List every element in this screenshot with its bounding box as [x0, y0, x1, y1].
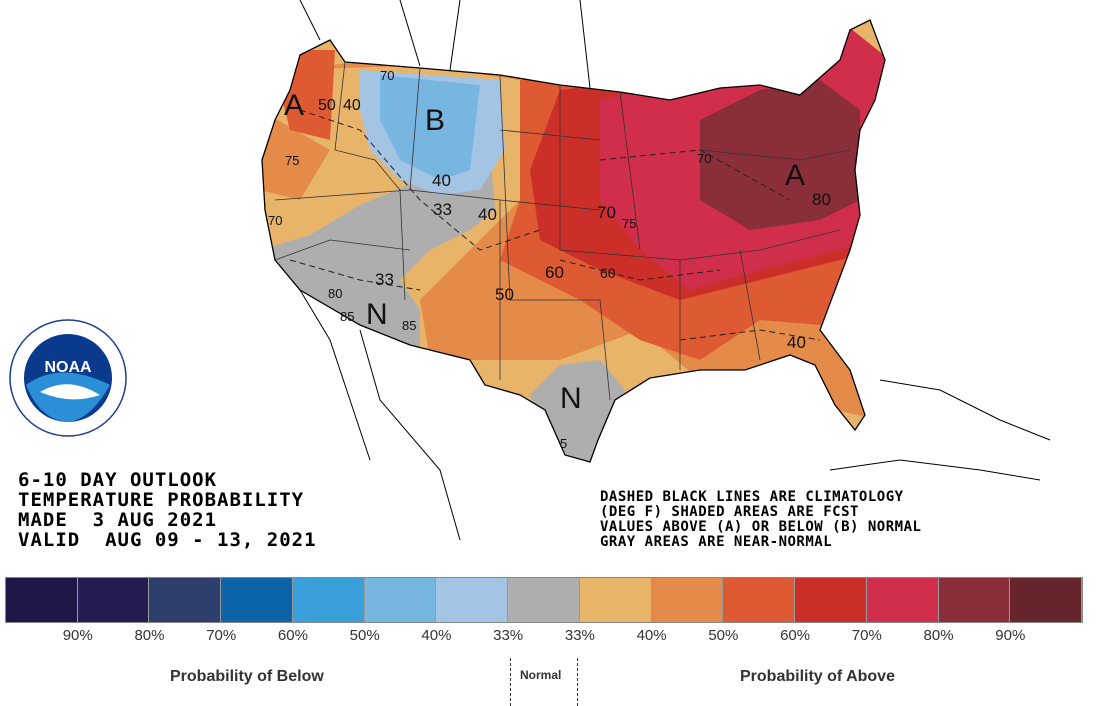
legend-tick: 40%	[636, 627, 667, 644]
below-label: Probability of Below	[170, 668, 324, 685]
zone-above-90	[700, 80, 860, 230]
climatology-label: 80	[328, 286, 342, 301]
below-marker: B	[425, 104, 445, 137]
climatology-lines	[289, 109, 821, 341]
legend-swatch	[1010, 578, 1083, 622]
legend-swatch	[508, 578, 580, 622]
climatology-label: 85	[340, 309, 354, 324]
legend-swatch	[6, 578, 78, 622]
climatology-label: 85	[402, 318, 416, 333]
outlook-title: 6-10 DAY OUTLOOK TEMPERATURE PROBABILITY M…	[18, 470, 317, 550]
outlook-map: A B A N N 50 40 40 33 40 33 60 50 70 60 …	[9, 0, 1051, 541]
contour-label: 50	[495, 285, 514, 304]
normal-label: Normal	[520, 668, 562, 682]
svg-text:NOAA: NOAA	[44, 359, 92, 376]
note-line: GRAY AREAS ARE NEAR-NORMAL	[600, 534, 833, 550]
legend-swatch	[579, 578, 652, 622]
title-line: 6-10 DAY OUTLOOK	[18, 469, 218, 491]
legend-tick: 90%	[62, 627, 93, 644]
contour-label: 50	[318, 97, 336, 114]
contour-label: 40	[432, 171, 451, 190]
contour-label: 33	[433, 200, 452, 219]
legend-tick: 60%	[780, 627, 811, 644]
legend-swatch	[77, 578, 150, 622]
made-date: MADE 3 AUG 2021	[18, 509, 218, 531]
note-line: DASHED BLACK LINES ARE CLIMATOLOGY	[600, 489, 904, 505]
climatology-label: 70	[697, 151, 711, 166]
noaa-logo: NOAA	[9, 319, 127, 437]
note-line: (DEG F) SHADED AREAS ARE FCST	[600, 504, 859, 520]
legend-swatch	[651, 578, 724, 622]
probability-legend	[5, 577, 1083, 623]
legend-tick: 60%	[277, 627, 308, 644]
title-line: TEMPERATURE PROBABILITY	[18, 489, 305, 511]
legend-swatch	[292, 578, 365, 622]
legend-tick: 80%	[923, 627, 954, 644]
legend-tick: 33%	[493, 627, 524, 644]
above-marker: A	[785, 159, 805, 192]
other-borders	[299, 0, 1051, 541]
legend-swatch	[221, 578, 293, 622]
near-normal-marker: N	[366, 298, 388, 331]
normal-divider	[510, 658, 511, 706]
contour-label: 40	[787, 333, 806, 352]
legend-tick: 33%	[564, 627, 595, 644]
legend-swatch	[723, 578, 796, 622]
contour-label: 80	[812, 190, 831, 209]
climatology-label: 70	[268, 213, 282, 228]
contour-label: 33	[375, 270, 394, 289]
contour-label: 60	[600, 265, 616, 281]
climatology-label: 70	[380, 68, 394, 83]
legend-swatch	[795, 578, 867, 622]
us-outline	[261, 19, 886, 463]
climatology-label: 5	[560, 436, 567, 451]
normal-divider	[577, 658, 578, 706]
legend-tick: 70%	[206, 627, 237, 644]
zone-below-40	[380, 75, 480, 180]
above-marker: A	[284, 89, 304, 122]
legend-tick: 70%	[851, 627, 882, 644]
legend-tick: 50%	[708, 627, 739, 644]
legend-swatch	[866, 578, 939, 622]
legend-swatch	[938, 578, 1011, 622]
legend-swatch	[149, 578, 222, 622]
map-notes: DASHED BLACK LINES ARE CLIMATOLOGY (DEG F…	[600, 490, 921, 550]
contour-label: 70	[597, 203, 616, 222]
note-line: VALUES ABOVE (A) OR BELOW (B) NORMAL	[600, 519, 922, 535]
climatology-label: 75	[622, 216, 636, 231]
legend-tick: 40%	[421, 627, 452, 644]
legend-swatch	[364, 578, 437, 622]
legend-tick: 90%	[995, 627, 1026, 644]
state-borders	[274, 61, 851, 401]
climatology-label: 75	[285, 153, 299, 168]
contour-label: 40	[343, 97, 361, 114]
valid-dates: VALID AUG 09 - 13, 2021	[18, 529, 317, 551]
contour-label: 40	[478, 205, 497, 224]
contour-label: 60	[545, 263, 564, 282]
near-normal-marker: N	[560, 382, 582, 415]
above-label: Probability of Above	[740, 668, 895, 685]
legend-tick: 80%	[134, 627, 165, 644]
legend-swatch	[436, 578, 509, 622]
legend-tick: 50%	[349, 627, 380, 644]
